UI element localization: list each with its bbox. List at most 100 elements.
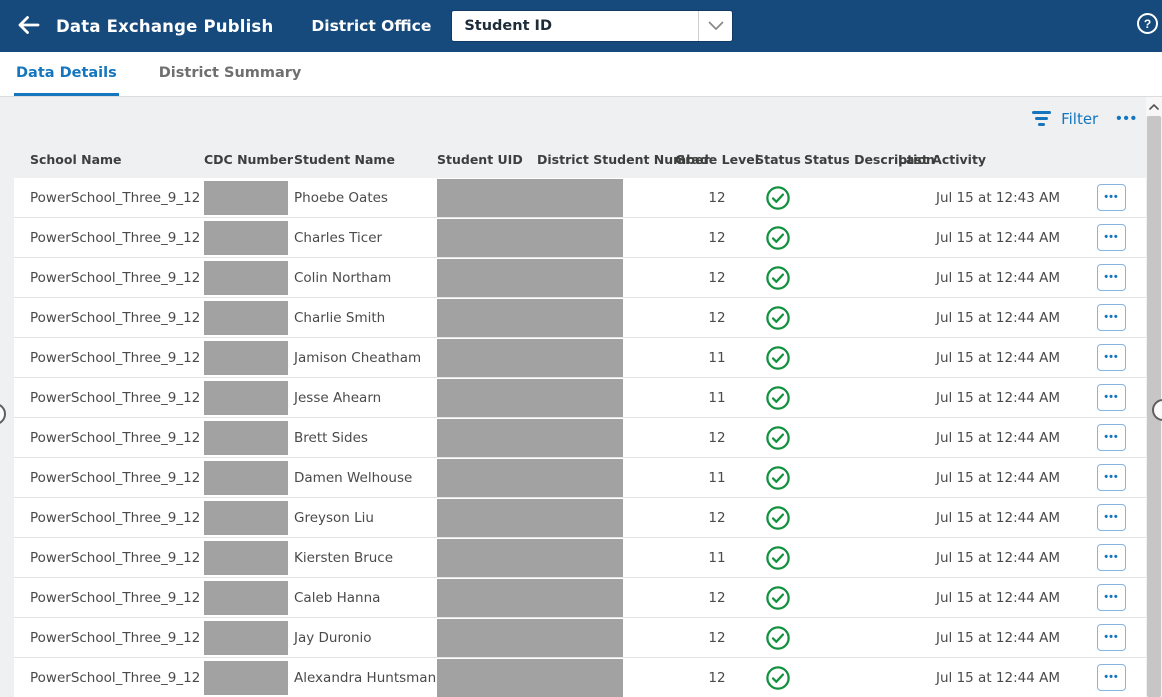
student-uid-cell xyxy=(437,298,623,337)
help-icon[interactable]: ? xyxy=(1137,13,1158,34)
column-header-district-student-number: District Student Number xyxy=(537,151,710,167)
last-activity-cell: Jul 15 at 12:44 AM xyxy=(936,629,1060,646)
school-name-cell: PowerSchool_Three_9_12 xyxy=(30,469,201,486)
redacted-cdc-number xyxy=(204,660,288,695)
status-cell xyxy=(752,378,804,417)
column-header-student-name: Student Name xyxy=(294,151,395,167)
school-name-cell: PowerSchool_Three_9_12 xyxy=(30,349,201,366)
row-actions-cell: ••• xyxy=(1060,178,1146,217)
row-actions-button[interactable]: ••• xyxy=(1097,624,1126,651)
grade-level-cell: 12 xyxy=(708,269,726,286)
status-success-icon xyxy=(765,505,791,531)
row-actions-button[interactable]: ••• xyxy=(1097,664,1126,691)
redacted-cdc-number xyxy=(204,180,288,215)
student-uid-cell xyxy=(437,618,623,657)
district-student-number-cell xyxy=(623,458,682,497)
last-activity-cell: Jul 15 at 12:44 AM xyxy=(936,549,1060,566)
redacted-student-uid xyxy=(437,378,623,417)
status-description-cell xyxy=(804,378,898,417)
status-description-cell xyxy=(804,538,898,577)
table-row: PowerSchool_Three_9_12 Kiersten Bruce 11 J… xyxy=(14,538,1146,578)
cdc-number-cell xyxy=(204,458,294,497)
status-description-cell xyxy=(804,418,898,457)
status-description-cell xyxy=(804,458,898,497)
last-activity-cell: Jul 15 at 12:44 AM xyxy=(936,269,1060,286)
status-success-icon xyxy=(765,265,791,291)
table-row: PowerSchool_Three_9_12 Alexandra Huntsman… xyxy=(14,658,1146,697)
student-name-cell: Jesse Ahearn xyxy=(294,389,382,406)
status-cell xyxy=(752,498,804,537)
cdc-number-cell xyxy=(204,378,294,417)
tab-district-summary[interactable]: District Summary xyxy=(158,64,302,81)
status-cell xyxy=(752,418,804,457)
district-student-number-cell xyxy=(623,618,682,657)
status-success-icon xyxy=(765,625,791,651)
cdc-number-cell xyxy=(204,418,294,457)
student-uid-cell xyxy=(437,578,623,617)
district-student-number-cell xyxy=(623,338,682,377)
redacted-student-uid xyxy=(437,258,623,297)
school-name-cell: PowerSchool_Three_9_12 xyxy=(30,549,201,566)
row-actions-button[interactable]: ••• xyxy=(1097,584,1126,611)
row-actions-cell: ••• xyxy=(1060,618,1146,657)
student-name-cell: Jamison Cheatham xyxy=(294,349,422,366)
students-table: School Name CDC Number Student Name Student… xyxy=(14,140,1146,697)
district-student-number-cell xyxy=(623,658,682,697)
row-actions-cell: ••• xyxy=(1060,418,1146,457)
row-actions-button[interactable]: ••• xyxy=(1097,224,1126,251)
table-toolbar: Filter ••• xyxy=(0,97,1146,140)
filter-button[interactable]: Filter xyxy=(1032,110,1098,128)
grade-level-cell: 12 xyxy=(708,189,726,206)
redacted-student-uid xyxy=(437,498,623,537)
redacted-student-uid xyxy=(437,538,623,577)
column-header-status: Status xyxy=(755,151,801,167)
row-actions-button[interactable]: ••• xyxy=(1097,424,1126,451)
scroll-up-arrow-icon[interactable] xyxy=(1146,97,1162,116)
toolbar-more-button[interactable]: ••• xyxy=(1116,110,1138,127)
row-actions-button[interactable]: ••• xyxy=(1097,464,1126,491)
last-activity-cell: Jul 15 at 12:44 AM xyxy=(936,429,1060,446)
table-row: PowerSchool_Three_9_12 Charles Ticer 12 Ju… xyxy=(14,218,1146,258)
row-actions-button[interactable]: ••• xyxy=(1097,504,1126,531)
cdc-number-cell xyxy=(204,258,294,297)
row-actions-button[interactable]: ••• xyxy=(1097,264,1126,291)
student-uid-cell xyxy=(437,538,623,577)
student-name-cell: Charles Ticer xyxy=(294,229,383,246)
student-uid-cell xyxy=(437,658,623,697)
tab-data-details[interactable]: Data Details xyxy=(14,52,119,96)
column-header-cdc-number: CDC Number xyxy=(204,151,294,167)
grade-level-cell: 12 xyxy=(708,229,726,246)
row-actions-button[interactable]: ••• xyxy=(1097,304,1126,331)
scope-dropdown[interactable]: Student ID xyxy=(451,10,734,42)
row-actions-button[interactable]: ••• xyxy=(1097,184,1126,211)
student-name-cell: Jay Duronio xyxy=(294,629,372,646)
student-uid-cell xyxy=(437,258,623,297)
redacted-cdc-number xyxy=(204,260,288,295)
row-actions-button[interactable]: ••• xyxy=(1097,544,1126,571)
last-activity-cell: Jul 15 at 12:44 AM xyxy=(936,669,1060,686)
status-success-icon xyxy=(765,385,791,411)
row-actions-cell: ••• xyxy=(1060,338,1146,377)
table-row: PowerSchool_Three_9_12 Damen Welhouse 11 J… xyxy=(14,458,1146,498)
redacted-student-uid xyxy=(437,338,623,377)
redacted-student-uid xyxy=(437,658,623,697)
student-uid-cell xyxy=(437,498,623,537)
district-student-number-cell xyxy=(623,498,682,537)
cdc-number-cell xyxy=(204,178,294,217)
status-cell xyxy=(752,178,804,217)
school-name-cell: PowerSchool_Three_9_12 xyxy=(30,589,201,606)
row-actions-button[interactable]: ••• xyxy=(1097,384,1126,411)
column-header-actions-spacer xyxy=(1060,140,1146,178)
status-success-icon xyxy=(765,345,791,371)
redacted-cdc-number xyxy=(204,540,288,575)
status-cell xyxy=(752,658,804,697)
district-student-number-cell xyxy=(623,258,682,297)
status-cell xyxy=(752,618,804,657)
row-actions-button[interactable]: ••• xyxy=(1097,344,1126,371)
vertical-scrollbar[interactable] xyxy=(1146,97,1162,697)
district-student-number-cell xyxy=(623,298,682,337)
cdc-number-cell xyxy=(204,658,294,697)
school-name-cell: PowerSchool_Three_9_12 xyxy=(30,309,201,326)
back-button[interactable] xyxy=(8,6,48,46)
redacted-cdc-number xyxy=(204,220,288,255)
